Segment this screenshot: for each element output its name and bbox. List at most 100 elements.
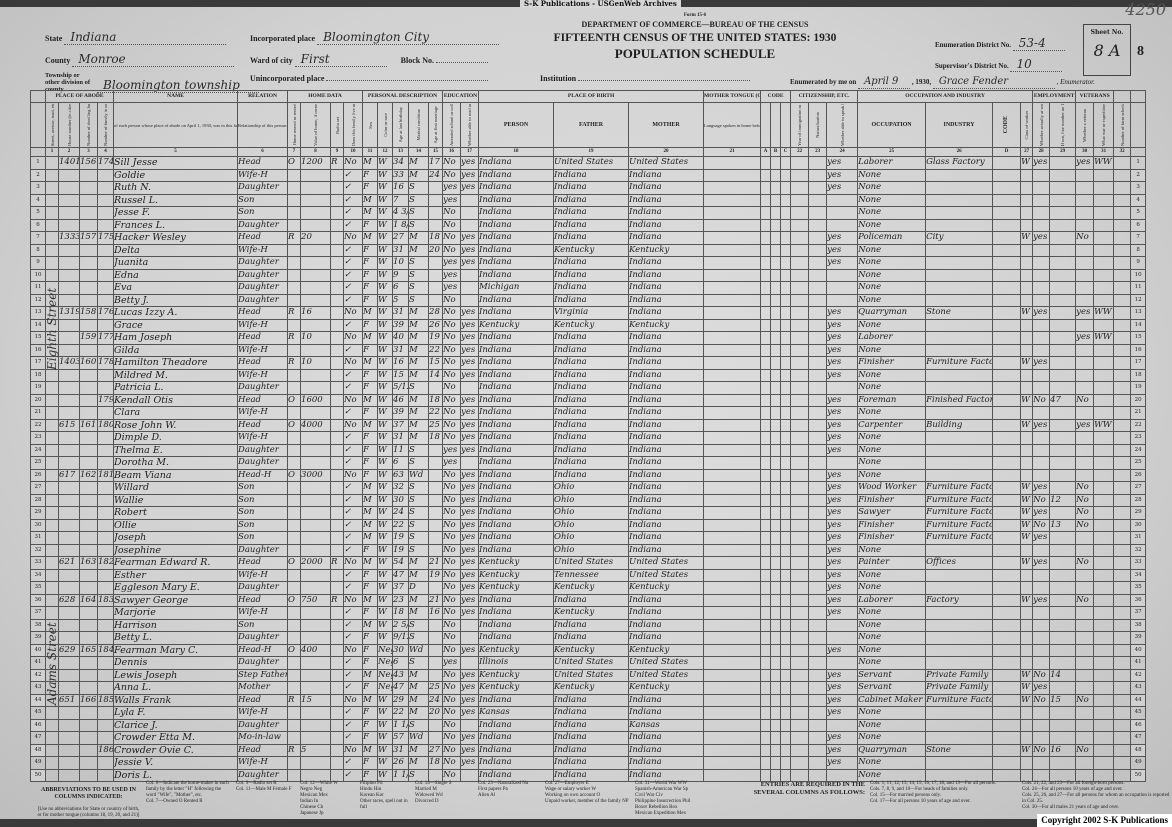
cell-literacy [460, 193, 480, 207]
cell-veteran [1075, 318, 1095, 332]
column-header-text: Value of home, if owned, or monthly rent… [313, 104, 318, 146]
cell-home-value: 750 [300, 593, 332, 607]
cell-name: Lucas Izzy A. [113, 306, 239, 320]
cell-code-b [770, 356, 782, 370]
cell-birthplace-father: Indiana [553, 381, 630, 395]
cell-marital-condition: S [408, 618, 430, 632]
cell-home-value: 20 [300, 231, 332, 245]
cell-name: Willard [113, 481, 239, 495]
cell-industry [925, 318, 994, 332]
column-header-unemployment-line: If not, line number on Unemployment Sche… [1049, 102, 1077, 148]
cell-birthplace-person: Indiana [478, 393, 555, 407]
cell-family-number: 185 [96, 693, 115, 707]
cell-relation: Head [237, 306, 289, 320]
cell-class-of-worker [1020, 581, 1034, 595]
column-header-text: Sex [367, 121, 373, 129]
cell-occupation-code [992, 468, 1022, 482]
cell-farm: No [343, 331, 364, 345]
cell-industry [925, 343, 994, 357]
cell-code-c [780, 543, 792, 557]
cell-marital-condition: S [408, 543, 430, 557]
column-header-relation: Relationship of this person to the head … [237, 102, 289, 148]
cell-literacy: yes [460, 518, 480, 532]
cell-house-number [58, 631, 80, 645]
cell-family-number [96, 381, 115, 395]
cell-dwelling-number: 158 [79, 306, 98, 320]
group-header: NAME [113, 90, 239, 103]
cell-home-value [300, 218, 332, 232]
cell-at-work [1032, 368, 1051, 382]
cell-home-value [300, 506, 332, 520]
cell-class-of-worker [1020, 293, 1034, 307]
cell-code-a [760, 356, 772, 370]
table-row: 12 Betty J. Daughter ✓ F W 5 S No Indiana Indiana I… [30, 293, 1147, 307]
cell-race: W [377, 168, 394, 182]
column-header-class-of-worker: Class of worker [1020, 102, 1034, 148]
cell-home-value: 1200 [300, 156, 332, 170]
cell-radio-set [330, 168, 345, 182]
cell-at-work: yes [1032, 531, 1051, 545]
street-label-adams: Adams Street [45, 622, 59, 705]
enumerated-label: Enumerated by me on [790, 78, 857, 86]
cell-home-tenure: O [287, 468, 302, 482]
cell-code-b [770, 281, 782, 295]
cell-unemployment-line [1049, 543, 1077, 557]
cell-dwelling-number [79, 243, 98, 257]
cell-industry: Furniture Factory [925, 481, 994, 495]
cell-at-work [1032, 406, 1051, 420]
cell-line-number: 8 [30, 243, 46, 257]
corner-number: 4250 [1125, 0, 1166, 19]
cell-street [45, 368, 59, 382]
cell-veteran: yes [1075, 156, 1095, 170]
cell-industry [925, 543, 994, 557]
cell-race: W [377, 306, 394, 320]
cell-at-work [1032, 381, 1051, 395]
cell-war: WW [1093, 156, 1115, 170]
cell-unemployment-line [1049, 581, 1077, 595]
cell-home-tenure [287, 493, 302, 507]
cell-line-number: 31 [30, 531, 46, 545]
cell-relation: Wife-H [237, 606, 289, 620]
cell-literacy [460, 206, 480, 220]
cell-veteran [1075, 706, 1095, 720]
table-row: 7 1333 157 175 Hacker Wesley Head R 20 No M W 27 M 18… [30, 231, 1147, 245]
cell-unemployment-line [1049, 243, 1077, 257]
cell-birthplace-person: Kentucky [478, 556, 555, 570]
cell-mother-tongue [703, 393, 762, 407]
cell-industry: Building [925, 418, 994, 432]
cell-birthplace-mother: Indiana [628, 756, 705, 770]
cell-literacy [460, 293, 480, 307]
cell-age: 54 [392, 556, 410, 570]
cell-birthplace-father: Indiana [553, 418, 630, 432]
cell-veteran [1075, 356, 1095, 370]
cell-farm-schedule [1113, 693, 1132, 707]
cell-marital-condition: M [408, 606, 430, 620]
cell-line-number: 50 [30, 768, 46, 782]
cell-name: Juanita [113, 256, 239, 270]
cell-literacy: yes [460, 468, 480, 482]
cell-occupation: None [857, 281, 927, 295]
column-number: D [992, 147, 1022, 157]
cell-unemployment-line [1049, 631, 1077, 645]
township-label: Township or other division of county [45, 72, 91, 93]
table-row: 44 651 166 185 Walls Frank Head R 15 No M W 29 M 24 No… [30, 693, 1147, 707]
cell-race: W [377, 593, 394, 607]
cell-farm-schedule [1113, 718, 1132, 732]
cell-veteran [1075, 656, 1095, 670]
cell-at-work: yes [1032, 481, 1051, 495]
cell-veteran [1075, 243, 1095, 257]
cell-naturalization [808, 243, 828, 257]
cell-family-number [96, 731, 115, 745]
cell-age-at-marriage: 22 [428, 406, 444, 420]
cell-code-a [760, 231, 772, 245]
cell-marital-condition: M [408, 706, 430, 720]
cell-home-value: 3000 [300, 468, 332, 482]
cell-farm-schedule [1113, 593, 1132, 607]
cell-birthplace-father: Indiana [553, 756, 630, 770]
cell-speaks-english [826, 206, 859, 220]
cell-occupation: Painter [857, 556, 927, 570]
cell-birthplace-father: Indiana [553, 431, 630, 445]
cell-age-at-marriage [428, 518, 444, 532]
cell-industry [925, 168, 994, 182]
